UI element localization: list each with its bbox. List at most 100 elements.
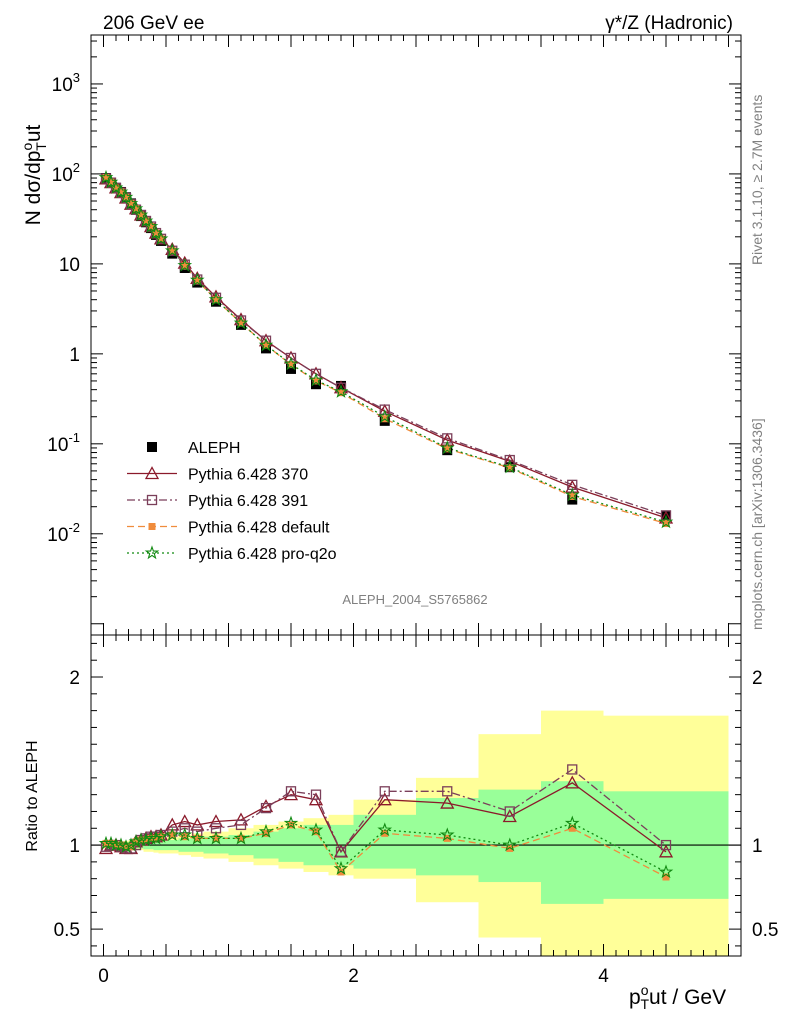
ratio-point: [208, 830, 224, 845]
mc-point: [147, 223, 155, 231]
ratio-y-axis-label: Ratio to ALEPH: [24, 740, 41, 851]
mc-point: [152, 229, 160, 237]
y-tick-label: 102: [52, 160, 80, 186]
main-y-axis-label: N dσ/dpoTut: [19, 124, 49, 225]
ratio-point: [212, 834, 220, 842]
ratio-y-tick-label-right: 1: [752, 836, 763, 857]
mc-point: [379, 404, 390, 415]
ratio-point: [143, 830, 159, 845]
mcplots-label: mcplots.cern.ch [arXiv:1306.3436]: [749, 418, 765, 630]
mc-point: [660, 510, 672, 521]
mc-point: [164, 243, 180, 258]
ratio-y-tick-label: 2: [69, 668, 80, 689]
axes-frame: 0 2 4 10-2 10-1 1 10 102 103 0.5 0.5 1 1 2 2: [47, 34, 778, 987]
ratio-point: [660, 839, 672, 851]
svg-text:N dσ/dpoTut: N dσ/dpoTut: [19, 124, 49, 225]
mc-point: [568, 492, 576, 500]
mc-point: [103, 174, 119, 189]
ratio-point: [335, 846, 347, 857]
ratio-point: [567, 764, 578, 775]
mc-point: [112, 184, 120, 192]
ratio-point: [258, 823, 274, 838]
data-marks: [98, 169, 674, 881]
mc-point: [118, 189, 134, 204]
ratio-point: [333, 860, 349, 875]
ratio-point: [442, 786, 453, 797]
ratio-point: [108, 837, 124, 852]
mc-point: [258, 337, 274, 352]
legend-entry-label: Pythia 6.428 pro-q2o: [188, 546, 337, 563]
ratio-point: [258, 799, 274, 813]
mc-point: [658, 514, 674, 529]
mc-point: [181, 262, 189, 270]
main-series-line: [105, 177, 667, 525]
mc-point: [153, 231, 169, 246]
mc-point: [662, 520, 670, 528]
ratio-point: [152, 834, 160, 842]
mc-point: [193, 277, 201, 285]
mc-point: [138, 213, 154, 228]
ratio-point: [381, 829, 389, 837]
x-tick-label: 2: [348, 966, 359, 987]
ratio-point: [377, 792, 392, 806]
mc-point: [168, 247, 176, 255]
mc-point: [132, 205, 140, 213]
ratio-point: [98, 835, 114, 850]
mc-point: [564, 487, 580, 502]
mc-point: [377, 409, 393, 424]
ratio-point: [440, 795, 455, 809]
x-axis-label: po Tut / GeV: [629, 982, 726, 1012]
mc-point: [128, 201, 144, 215]
ratio-point: [504, 806, 515, 817]
mc-point: [123, 195, 139, 210]
ratio-point: [189, 830, 205, 845]
ratio-point: [118, 839, 134, 853]
ratio-point: [262, 829, 270, 837]
mc-point: [122, 193, 130, 201]
mc-point: [333, 384, 349, 398]
ratio-point: [312, 828, 320, 836]
mc-point: [287, 361, 295, 369]
ratio-point: [177, 827, 193, 842]
ratio-y-tick-label: 0.5: [54, 920, 80, 941]
band-inner-bin: [478, 789, 541, 883]
analysis-id-label: ALEPH_2004_S5765862: [342, 592, 487, 607]
ratio-point: [379, 786, 390, 797]
ratio-point: [658, 844, 674, 858]
ratio-point: [283, 787, 299, 801]
ratio-point: [337, 868, 345, 876]
mc-point: [237, 319, 245, 327]
ratio-point: [168, 831, 176, 839]
x-tick-label: 4: [598, 966, 609, 987]
mc-point: [157, 235, 165, 243]
ratio-point: [506, 844, 514, 852]
mc-point: [262, 341, 270, 349]
mc-point: [113, 184, 129, 199]
y-tick-label: 10-2: [47, 520, 80, 546]
rivet-version-label: Rivet 3.1.10, ≥ 2.7M events: [749, 95, 765, 265]
ratio-point: [285, 786, 297, 797]
mc-point: [143, 218, 159, 233]
ratio-point: [235, 819, 247, 831]
svg-text:poTut / GeV: po Tut / GeV: [629, 982, 726, 1012]
ratio-point: [233, 812, 249, 826]
ratio-point: [564, 815, 580, 830]
ratio-point: [568, 824, 576, 832]
mc-point: [117, 188, 125, 196]
mc-point: [127, 199, 135, 207]
ratio-y-tick-label: 1: [69, 836, 80, 857]
mc-point: [308, 372, 324, 387]
legend: ALEPH Pythia 6.428 370 Pythia 6.428 391 Pyt…: [127, 440, 337, 563]
legend-marker: [144, 545, 160, 560]
ratio-point: [308, 822, 324, 837]
y-tick-label: 10-1: [47, 430, 80, 456]
ratio-point: [148, 830, 164, 845]
ratio-point: [310, 789, 322, 800]
band-inner-bin: [541, 781, 604, 904]
header-left-label: 206 GeV ee: [103, 13, 204, 34]
mc-point: [189, 272, 205, 287]
x-tick-label: 0: [98, 966, 109, 987]
ratio-series-line: [106, 824, 667, 878]
mc-point: [440, 432, 455, 446]
